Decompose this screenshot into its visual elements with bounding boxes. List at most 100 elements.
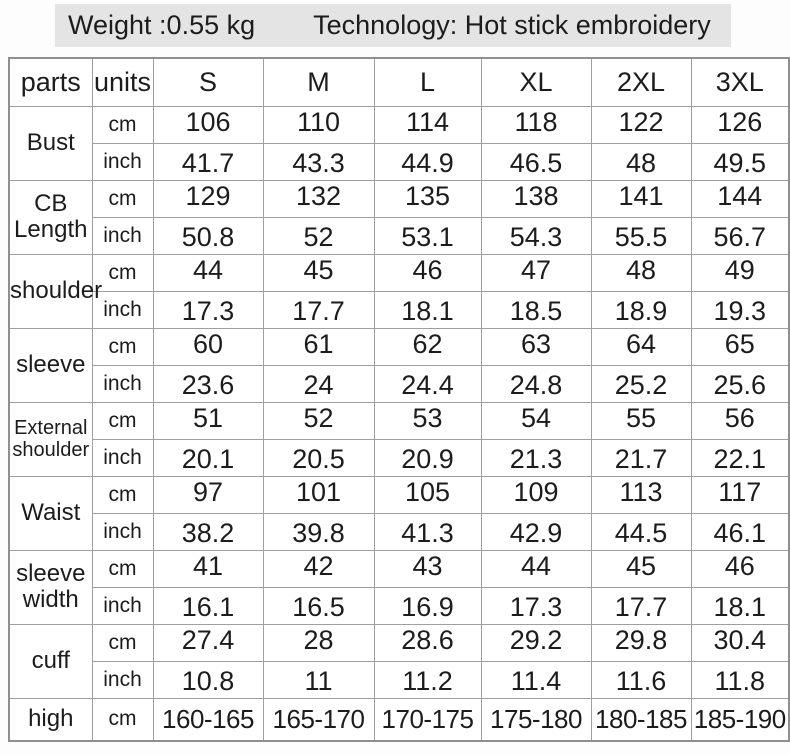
value-cuff-inch-l: 11.2 <box>373 660 482 699</box>
value-sleeve-width-cm-s: 41 <box>152 549 264 588</box>
value-waist-inch-m: 39.8 <box>262 512 375 551</box>
value-waist-inch-l: 41.3 <box>373 512 482 551</box>
value-external-shoulder-cm-2xl: 55 <box>590 401 692 440</box>
value-cb-length-inch-2xl: 55.5 <box>590 216 692 255</box>
value-external-shoulder-inch-xl: 21.3 <box>480 438 592 477</box>
value-cuff-cm-l: 28.6 <box>373 623 482 662</box>
value-waist-cm-l: 105 <box>373 475 482 514</box>
value-high-cm-3xl: 185-190 <box>690 697 790 741</box>
value-cuff-inch-3xl: 11.8 <box>690 660 790 699</box>
value-cuff-cm-3xl: 30.4 <box>690 623 790 662</box>
value-shoulder-cm-m: 45 <box>262 253 375 292</box>
value-shoulder-cm-l: 46 <box>373 253 482 292</box>
value-sleeve-width-cm-2xl: 45 <box>590 549 692 588</box>
value-sleeve-inch-s: 23.6 <box>152 364 264 403</box>
unit-label-cuff-inch: inch <box>91 660 154 699</box>
size-chart-page: Weight :0.55 kg Technology: Hot stick em… <box>0 4 790 742</box>
value-bust-cm-xl: 118 <box>480 105 592 144</box>
part-label-line: sleeve <box>16 560 86 587</box>
value-sleeve-cm-3xl: 65 <box>690 327 790 366</box>
value-external-shoulder-cm-l: 53 <box>373 401 482 440</box>
value-sleeve-width-cm-l: 43 <box>373 549 482 588</box>
value-bust-inch-l: 44.9 <box>373 142 482 181</box>
table-row-waist-cm: Waist cm 97 101 105 109 113 117 <box>8 475 790 551</box>
value-cb-length-cm-s: 129 <box>152 179 264 218</box>
value-high-cm-l: 170-175 <box>373 697 482 741</box>
part-label-line: Length <box>14 216 88 243</box>
value-bust-inch-m: 43.3 <box>262 142 375 181</box>
unit-label-sleeve-width-inch: inch <box>91 586 154 625</box>
value-cb-length-inch-3xl: 56.7 <box>690 216 790 255</box>
part-label-line: CB <box>34 190 68 217</box>
part-label-line: Waist <box>21 499 81 526</box>
value-cuff-cm-s: 27.4 <box>152 623 264 662</box>
part-label-high: high <box>8 697 93 741</box>
value-bust-cm-l: 114 <box>373 105 482 144</box>
value-external-shoulder-inch-3xl: 22.1 <box>690 438 790 477</box>
value-cb-length-inch-xl: 54.3 <box>480 216 592 255</box>
value-bust-inch-xl: 46.5 <box>480 142 592 181</box>
value-external-shoulder-inch-m: 20.5 <box>262 438 375 477</box>
value-shoulder-cm-3xl: 49 <box>690 253 790 292</box>
value-cuff-cm-m: 28 <box>262 623 375 662</box>
value-external-shoulder-cm-xl: 54 <box>480 401 592 440</box>
value-waist-inch-2xl: 44.5 <box>590 512 692 551</box>
value-sleeve-cm-xl: 63 <box>480 327 592 366</box>
value-cb-length-cm-2xl: 141 <box>590 179 692 218</box>
part-label-cb-length: CB Length <box>8 179 93 255</box>
value-sleeve-cm-m: 61 <box>262 327 375 366</box>
value-waist-cm-3xl: 117 <box>690 475 790 514</box>
unit-label-sleeve-cm: cm <box>91 327 154 366</box>
value-sleeve-width-cm-3xl: 46 <box>690 549 790 588</box>
table-row-cb-length-inch: inch 50.8 52 53.1 54.3 55.5 56.7 <box>9 216 790 255</box>
value-waist-inch-3xl: 46.1 <box>690 512 790 551</box>
table-row-shoulder-inch: inch 17.3 17.7 18.1 18.5 18.9 19.3 <box>9 290 790 329</box>
value-external-shoulder-inch-2xl: 21.7 <box>590 438 692 477</box>
unit-label-external-shoulder-inch: inch <box>91 438 154 477</box>
value-sleeve-inch-l: 24.4 <box>373 364 482 403</box>
technology-text: Technology: Hot stick embroidery <box>313 10 711 40</box>
value-sleeve-width-inch-m: 16.5 <box>262 586 375 625</box>
value-external-shoulder-cm-m: 52 <box>262 401 375 440</box>
unit-label-shoulder-cm: cm <box>91 253 154 292</box>
table-row-cb-length-cm: CB Length cm 129 132 135 138 141 144 <box>8 179 790 255</box>
unit-label-bust-cm: cm <box>91 105 154 144</box>
part-label-external-shoulder: External shoulder <box>8 401 93 477</box>
value-shoulder-cm-s: 44 <box>152 253 264 292</box>
table-row-shoulder-cm: shoulder cm 44 45 46 47 48 49 <box>8 253 790 329</box>
part-label-line: shoulder <box>12 439 90 461</box>
header-size-l: L <box>373 57 482 107</box>
value-cuff-inch-2xl: 11.6 <box>590 660 692 699</box>
value-shoulder-inch-m: 17.7 <box>262 290 375 329</box>
value-cb-length-cm-3xl: 144 <box>690 179 790 218</box>
header-parts: parts <box>8 57 93 107</box>
unit-label-high-cm: cm <box>91 697 154 741</box>
value-shoulder-cm-xl: 47 <box>480 253 592 292</box>
value-shoulder-inch-3xl: 19.3 <box>690 290 790 329</box>
value-sleeve-width-cm-m: 42 <box>262 549 375 588</box>
value-sleeve-inch-2xl: 25.2 <box>590 364 692 403</box>
value-external-shoulder-inch-s: 20.1 <box>152 438 264 477</box>
unit-label-external-shoulder-cm: cm <box>91 401 154 440</box>
table-row-bust-inch: inch 41.7 43.3 44.9 46.5 48 49.5 <box>9 142 790 181</box>
part-label-cuff: cuff <box>8 623 93 699</box>
value-shoulder-cm-2xl: 48 <box>590 253 692 292</box>
value-bust-inch-2xl: 48 <box>590 142 692 181</box>
value-sleeve-cm-l: 62 <box>373 327 482 366</box>
part-label-line: sleeve <box>16 351 86 378</box>
header-size-2xl: 2XL <box>590 57 692 107</box>
value-bust-cm-3xl: 126 <box>690 105 790 144</box>
table-row-bust-cm: Bust cm 106 110 114 118 122 126 <box>8 105 790 181</box>
part-label-line: shoulder <box>10 277 103 304</box>
header-size-xl: XL <box>480 57 592 107</box>
table-row-external-shoulder-cm: External shoulder cm 51 52 53 54 55 56 <box>8 401 790 477</box>
value-cuff-inch-m: 11 <box>262 660 375 699</box>
table-row-external-shoulder-inch: inch 20.1 20.5 20.9 21.3 21.7 22.1 <box>9 438 790 477</box>
table-row-high-cm: high cm 160-165 165-170 170-175 175-180 180-18… <box>8 697 790 741</box>
unit-label-waist-inch: inch <box>91 512 154 551</box>
value-cb-length-cm-l: 135 <box>373 179 482 218</box>
header-size-3xl: 3XL <box>690 57 790 107</box>
header-size-m: M <box>262 57 375 107</box>
part-label-line: External <box>14 417 88 439</box>
value-bust-cm-m: 110 <box>262 105 375 144</box>
